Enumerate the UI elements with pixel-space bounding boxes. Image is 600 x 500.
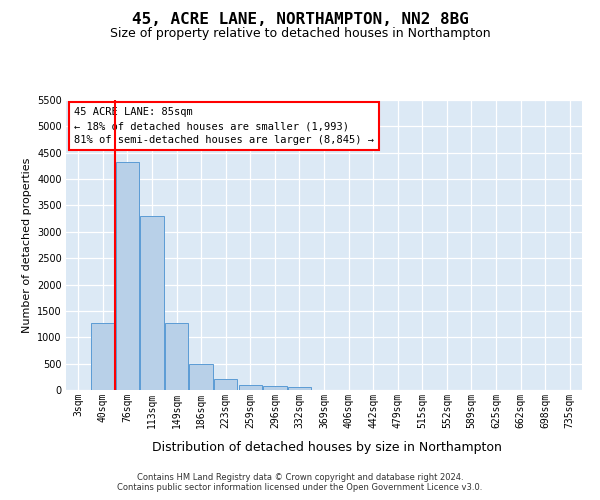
- Bar: [140, 216, 164, 390]
- Y-axis label: Number of detached properties: Number of detached properties: [22, 158, 32, 332]
- Bar: [214, 378, 238, 390]
- Bar: [263, 386, 287, 390]
- Bar: [91, 323, 115, 390]
- Text: 45, ACRE LANE, NORTHAMPTON, NN2 8BG: 45, ACRE LANE, NORTHAMPTON, NN2 8BG: [131, 12, 469, 28]
- Bar: [288, 387, 311, 390]
- Text: Contains public sector information licensed under the Open Government Licence v3: Contains public sector information licen…: [118, 484, 482, 492]
- Bar: [165, 322, 188, 390]
- Text: Contains HM Land Registry data © Crown copyright and database right 2024.: Contains HM Land Registry data © Crown c…: [137, 474, 463, 482]
- Text: Size of property relative to detached houses in Northampton: Size of property relative to detached ho…: [110, 28, 490, 40]
- Text: Distribution of detached houses by size in Northampton: Distribution of detached houses by size …: [152, 441, 502, 454]
- Text: 45 ACRE LANE: 85sqm
← 18% of detached houses are smaller (1,993)
81% of semi-det: 45 ACRE LANE: 85sqm ← 18% of detached ho…: [74, 108, 374, 146]
- Bar: [116, 162, 139, 390]
- Bar: [190, 364, 213, 390]
- Bar: [239, 385, 262, 390]
